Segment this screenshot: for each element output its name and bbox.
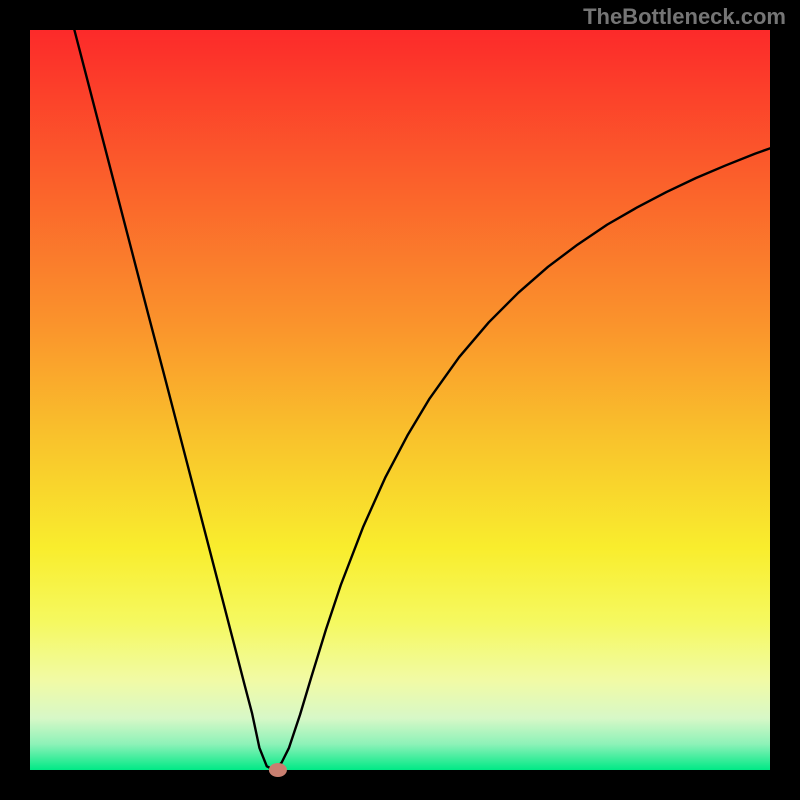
watermark-text: TheBottleneck.com xyxy=(583,4,786,30)
gradient-background xyxy=(30,30,770,770)
plot-region xyxy=(30,30,770,770)
